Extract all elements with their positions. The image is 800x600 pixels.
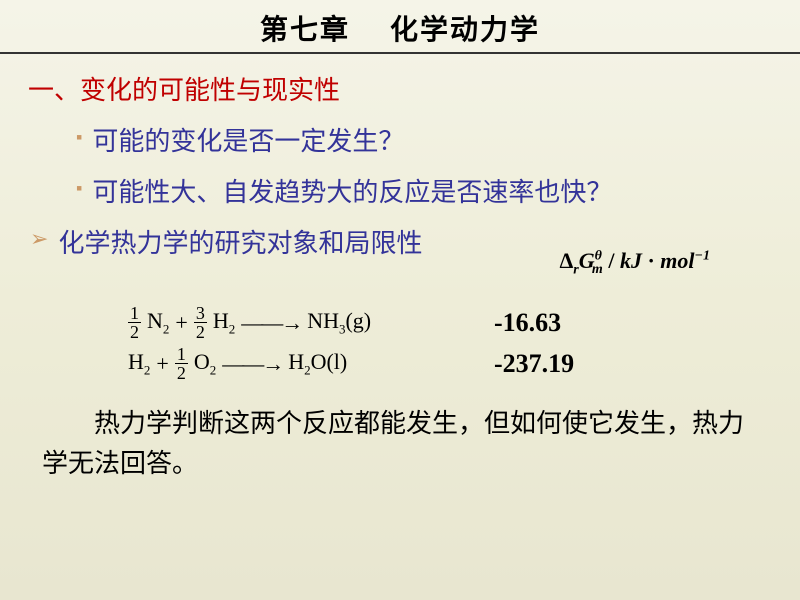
square-bullet-icon: ▪ (76, 121, 82, 153)
equation-row-2: H2 + 1 2 O2 ——→ H2O(l) -237.19 (128, 345, 772, 382)
chapter-title: 第七章 化学动力学 (260, 15, 540, 46)
equations-block: 1 2 N2 + 3 2 H2 ——→ NH3(g) -16.63 (28, 304, 772, 382)
bullet-item-1: ▪ 可能的变化是否一定发生？ (76, 121, 772, 158)
species: H2O(l) (288, 349, 347, 378)
square-bullet-icon: ▪ (76, 172, 82, 204)
slide: 第七章 化学动力学 一、变化的可能性与现实性 ▪ 可能的变化是否一定发生？ ▪ 可… (0, 0, 800, 600)
fraction: 3 2 (194, 304, 207, 341)
equation-row-1: 1 2 N2 + 3 2 H2 ——→ NH3(g) -16.63 (128, 304, 772, 341)
reaction-arrow: ——→ (222, 351, 282, 377)
title-part2: 化学动力学 (390, 15, 540, 46)
conclusion-text: 热力学判断这两个反应都能发生，但如何使它发生，热力学无法回答。 (42, 404, 758, 485)
bullet-item-2: ▪ 可能性大、自发趋势大的反应是否速率也快？ (76, 172, 772, 209)
title-part1: 第七章 (260, 15, 350, 46)
species: N2 (147, 308, 169, 337)
species: O2 (194, 349, 216, 378)
section-1-heading: 一、变化的可能性与现实性 (28, 70, 772, 107)
species: NH3(g) (307, 308, 371, 337)
delta-g-value-2: -237.19 (494, 349, 574, 379)
equation-2: H2 + 1 2 O2 ——→ H2O(l) (128, 345, 468, 382)
reaction-arrow: ——→ (241, 310, 301, 336)
delta-g-value-1: -16.63 (494, 308, 561, 338)
fraction: 1 2 (128, 304, 141, 341)
fraction: 1 2 (175, 345, 188, 382)
bullet-text-2: 可能性大、自发趋势大的反应是否速率也快？ (92, 172, 612, 209)
equation-1: 1 2 N2 + 3 2 H2 ——→ NH3(g) (128, 304, 468, 341)
content-area: 一、变化的可能性与现实性 ▪ 可能的变化是否一定发生？ ▪ 可能性大、自发趋势大… (0, 54, 800, 485)
bullet-text-1: 可能的变化是否一定发生？ (92, 121, 404, 158)
species: H2 (128, 349, 150, 378)
delta-g-header: ΔrGθm / kJ · mol−1 (560, 248, 711, 278)
section-2-heading: 化学热力学的研究对象和局限性 (58, 223, 422, 260)
species: H2 (213, 308, 235, 337)
triangle-bullet-icon: ➢ (30, 223, 48, 255)
title-bar: 第七章 化学动力学 (0, 0, 800, 54)
